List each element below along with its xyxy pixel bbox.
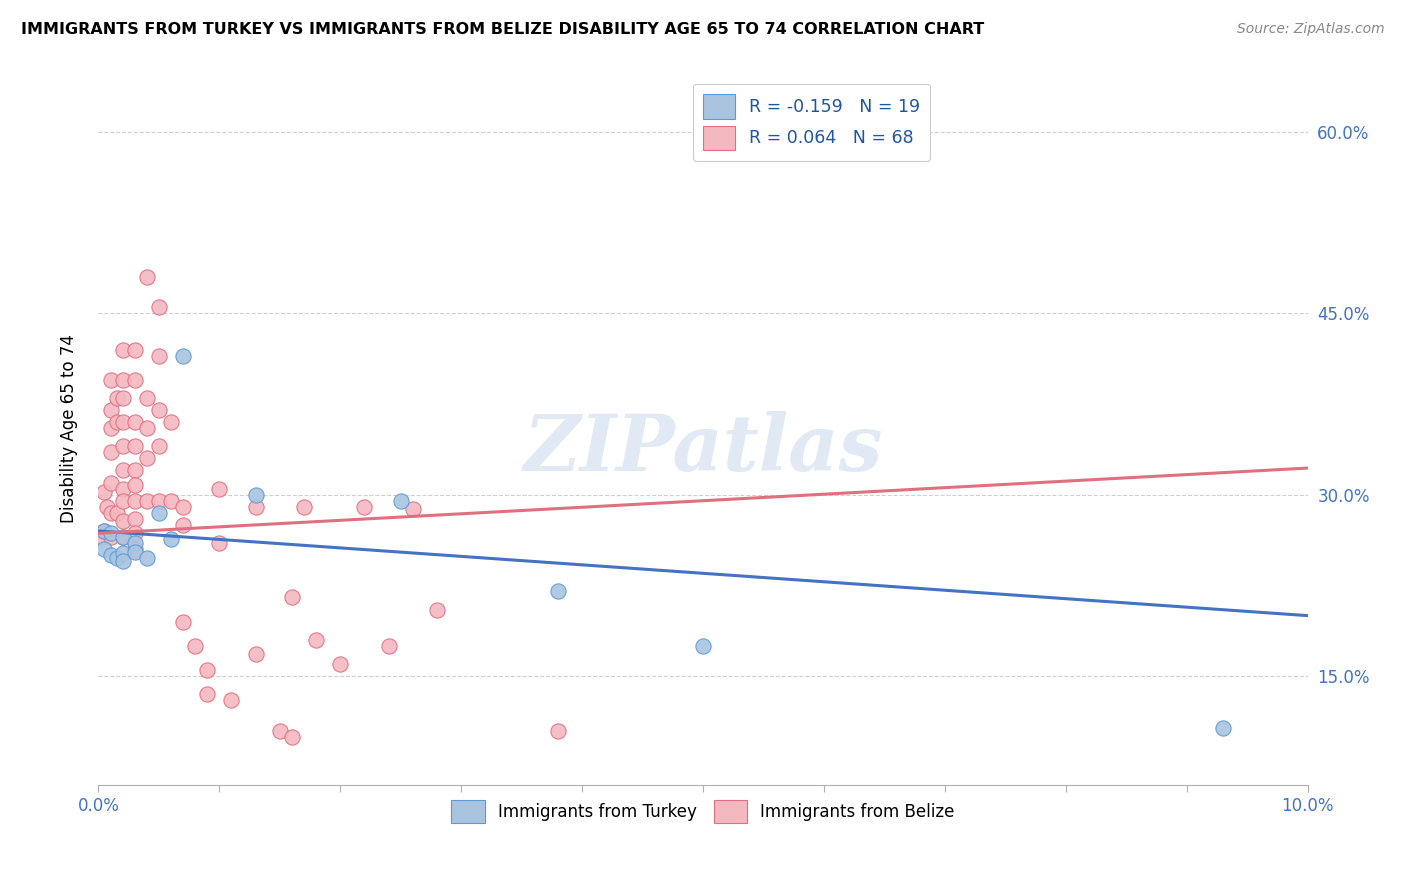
Point bbox=[111, 514, 134, 528]
Point bbox=[105, 550, 128, 565]
Point bbox=[148, 300, 170, 314]
Point bbox=[135, 270, 157, 285]
Point bbox=[245, 648, 267, 662]
Point bbox=[111, 463, 134, 477]
Point bbox=[135, 451, 157, 466]
Point bbox=[111, 439, 134, 453]
Point bbox=[93, 524, 115, 538]
Point bbox=[148, 506, 170, 520]
Legend: Immigrants from Turkey, Immigrants from Belize: Immigrants from Turkey, Immigrants from … bbox=[444, 793, 962, 830]
Point bbox=[91, 530, 114, 544]
Text: Source: ZipAtlas.com: Source: ZipAtlas.com bbox=[1237, 22, 1385, 37]
Point bbox=[111, 530, 134, 544]
Point bbox=[124, 373, 146, 387]
Point bbox=[208, 536, 231, 550]
Point bbox=[1212, 721, 1234, 735]
Point bbox=[111, 391, 134, 405]
Point bbox=[292, 500, 315, 514]
Point bbox=[135, 421, 157, 435]
Point bbox=[160, 415, 183, 429]
Point bbox=[111, 493, 134, 508]
Point bbox=[172, 615, 194, 629]
Point bbox=[124, 343, 146, 357]
Point bbox=[245, 488, 267, 502]
Point bbox=[100, 530, 122, 544]
Point bbox=[547, 584, 569, 599]
Point bbox=[124, 542, 146, 557]
Point bbox=[692, 639, 714, 653]
Point bbox=[124, 463, 146, 477]
Point bbox=[353, 500, 375, 514]
Point bbox=[124, 512, 146, 526]
Point bbox=[111, 530, 134, 544]
Point bbox=[281, 591, 304, 605]
Point bbox=[111, 482, 134, 496]
Point bbox=[172, 500, 194, 514]
Point bbox=[124, 478, 146, 492]
Point bbox=[148, 493, 170, 508]
Point bbox=[100, 475, 122, 490]
Point bbox=[148, 439, 170, 453]
Point bbox=[93, 542, 115, 557]
Point bbox=[547, 723, 569, 738]
Point bbox=[148, 349, 170, 363]
Point bbox=[160, 493, 183, 508]
Point bbox=[172, 349, 194, 363]
Point bbox=[124, 526, 146, 541]
Point bbox=[281, 730, 304, 744]
Point bbox=[305, 632, 328, 647]
Point bbox=[124, 439, 146, 453]
Point bbox=[329, 657, 352, 671]
Point bbox=[172, 517, 194, 532]
Point bbox=[124, 415, 146, 429]
Point bbox=[100, 548, 122, 562]
Text: ZIPatlas: ZIPatlas bbox=[523, 411, 883, 488]
Point bbox=[184, 639, 207, 653]
Point bbox=[93, 524, 115, 538]
Point bbox=[135, 493, 157, 508]
Point bbox=[195, 687, 218, 701]
Point bbox=[221, 693, 243, 707]
Point bbox=[124, 544, 146, 558]
Point bbox=[105, 391, 128, 405]
Point bbox=[111, 373, 134, 387]
Point bbox=[100, 373, 122, 387]
Point bbox=[93, 485, 115, 500]
Point bbox=[105, 506, 128, 520]
Point bbox=[100, 526, 122, 541]
Point bbox=[124, 493, 146, 508]
Point bbox=[124, 536, 146, 550]
Point bbox=[96, 500, 118, 514]
Point bbox=[148, 403, 170, 417]
Point bbox=[100, 403, 122, 417]
Point bbox=[100, 445, 122, 459]
Y-axis label: Disability Age 65 to 74: Disability Age 65 to 74 bbox=[59, 334, 77, 523]
Point bbox=[111, 554, 134, 568]
Point bbox=[245, 500, 267, 514]
Text: IMMIGRANTS FROM TURKEY VS IMMIGRANTS FROM BELIZE DISABILITY AGE 65 TO 74 CORRELA: IMMIGRANTS FROM TURKEY VS IMMIGRANTS FRO… bbox=[21, 22, 984, 37]
Point bbox=[269, 723, 291, 738]
Point bbox=[208, 482, 231, 496]
Point bbox=[135, 550, 157, 565]
Point bbox=[389, 493, 412, 508]
Point bbox=[100, 506, 122, 520]
Point bbox=[105, 415, 128, 429]
Point bbox=[195, 663, 218, 677]
Point bbox=[111, 546, 134, 560]
Point bbox=[402, 502, 425, 516]
Point bbox=[135, 391, 157, 405]
Point bbox=[377, 639, 399, 653]
Point bbox=[111, 415, 134, 429]
Point bbox=[160, 533, 183, 547]
Point bbox=[111, 343, 134, 357]
Point bbox=[426, 602, 449, 616]
Point bbox=[100, 421, 122, 435]
